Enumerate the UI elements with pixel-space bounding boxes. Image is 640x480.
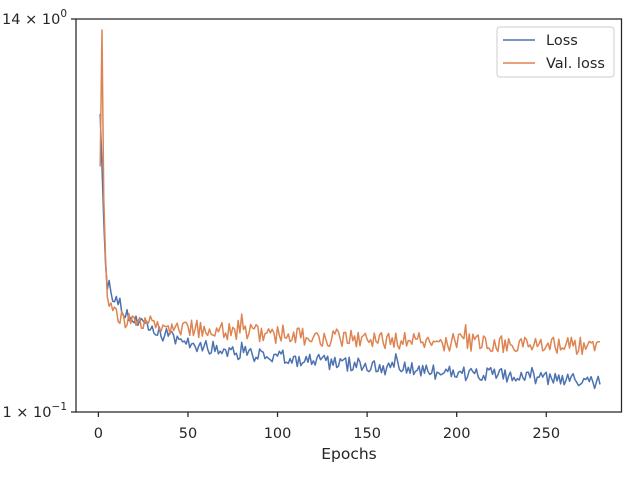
legend-label: Val. loss [546,56,605,72]
x-tick-label: 250 [532,426,560,442]
x-axis-ticks: 0 50 100 150 200 250 [94,412,560,442]
x-tick-label: 50 [179,426,197,442]
y-tick-label: 14 × 100 [2,8,67,28]
x-tick-label: 150 [353,426,381,442]
legend: Loss Val. loss [496,26,615,78]
plot-lines [99,29,601,390]
x-tick-label: 0 [94,426,103,442]
plot-frame [75,18,623,413]
legend-label: Loss [546,33,578,49]
series-line-loss [99,113,601,390]
y-tick-label: 1 × 10−1 [2,401,67,421]
x-tick-label: 200 [443,426,471,442]
series-line-val-loss [99,29,601,356]
y-axis-ticks: 14 × 100 1 × 10−1 [2,8,76,421]
x-tick-label: 100 [264,426,292,442]
x-axis-label: Epochs [321,445,377,463]
